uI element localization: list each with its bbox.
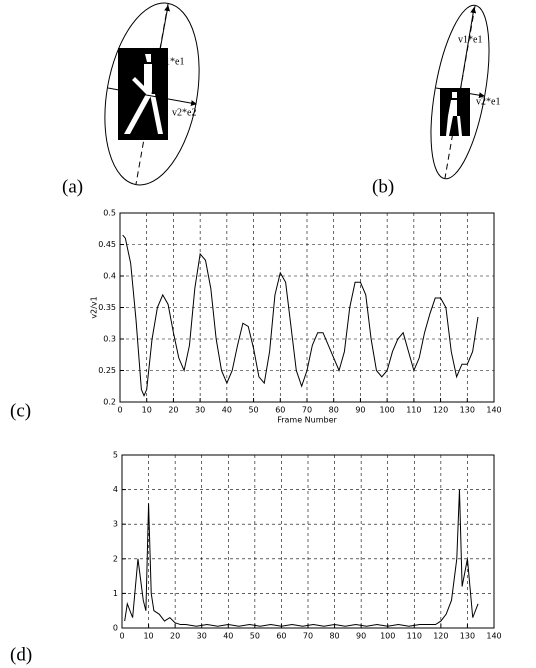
x-tick-label: 110 (407, 632, 422, 641)
x-tick-label: 40 (223, 632, 233, 641)
y-tick-label: 2 (113, 554, 118, 563)
figure: v1*e1 v2*e2 (a) v1*e1 v2*e1 (b) 01020304… (0, 0, 536, 668)
y-axis-label: v2/v1 (90, 296, 99, 318)
x-tick-label: 70 (302, 406, 312, 415)
panel-label: (b) (372, 176, 394, 197)
data-line (123, 235, 478, 396)
y-tick-label: 5 (113, 451, 118, 460)
axis-label: v1*e1 (160, 56, 184, 67)
x-tick-label: 120 (433, 406, 448, 415)
x-tick-label: 80 (329, 632, 339, 641)
y-tick-label: 4 (113, 485, 118, 494)
x-tick-label: 50 (250, 632, 260, 641)
panel-b: v1*e1 v2*e1 (b) (372, 1, 500, 197)
x-tick-label: 90 (356, 632, 366, 641)
x-tick-label: 20 (170, 632, 180, 641)
x-tick-label: 20 (168, 406, 178, 415)
x-tick-label: 0 (119, 632, 124, 641)
x-tick-label: 120 (433, 632, 448, 641)
y-tick-label: 0.3 (103, 335, 116, 344)
panel-a: v1*e1 v2*e2 (a) (62, 0, 212, 197)
y-tick-label: 0.45 (98, 240, 116, 249)
x-tick-label: 60 (275, 406, 285, 415)
panel-label: (a) (62, 176, 83, 197)
x-tick-label: 110 (406, 406, 421, 415)
x-tick-label: 130 (460, 632, 475, 641)
data-line (125, 490, 478, 627)
x-tick-label: 60 (276, 632, 286, 641)
y-tick-label: 1 (113, 589, 118, 598)
x-tick-label: 40 (222, 406, 232, 415)
panel-label: (d) (10, 644, 32, 665)
x-tick-label: 90 (355, 406, 365, 415)
x-tick-label: 50 (248, 406, 258, 415)
y-tick-label: 0.25 (98, 366, 116, 375)
x-tick-label: 140 (486, 406, 501, 415)
x-tick-label: 10 (142, 406, 152, 415)
axis-label: v2*e2 (172, 107, 196, 118)
x-tick-label: 80 (329, 406, 339, 415)
axis-label: v1*e1 (458, 34, 482, 45)
x-tick-label: 30 (195, 406, 205, 415)
arrow (460, 8, 474, 92)
x-axis-label: Frame Number (277, 416, 337, 425)
x-tick-label: 30 (197, 632, 207, 641)
x-tick-label: 100 (380, 406, 395, 415)
y-tick-label: 0.4 (103, 272, 116, 281)
x-tick-label: 140 (486, 632, 501, 641)
y-tick-label: 0.5 (103, 209, 116, 218)
axis-label: v2*e1 (476, 96, 500, 107)
x-tick-label: 100 (380, 632, 395, 641)
panel-label: (c) (10, 400, 31, 421)
y-tick-label: 0 (113, 624, 118, 633)
x-tick-label: 130 (460, 406, 475, 415)
y-tick-label: 3 (113, 520, 118, 529)
y-tick-label: 0.35 (98, 303, 116, 312)
x-tick-label: 10 (143, 632, 153, 641)
x-tick-label: 70 (303, 632, 313, 641)
y-tick-label: 0.2 (103, 398, 116, 407)
x-tick-label: 0 (117, 406, 122, 415)
